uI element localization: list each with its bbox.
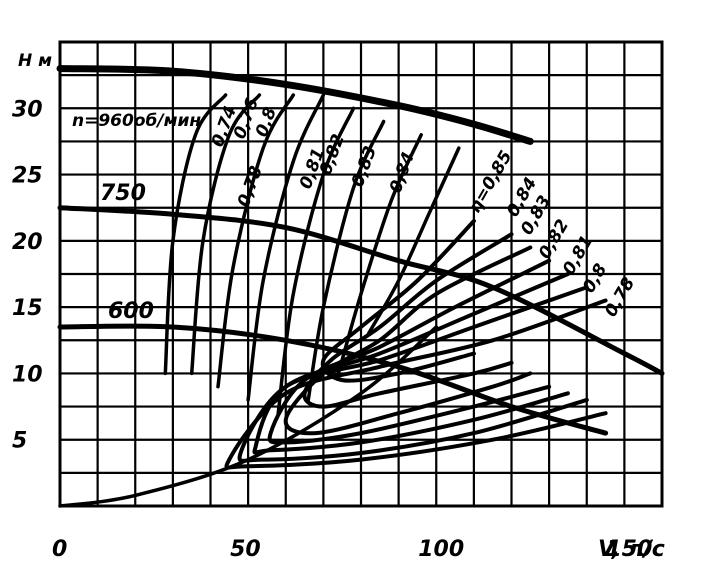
efficiency-curve-0,78 [224,298,608,470]
x-tick-label: 100 [418,537,464,562]
plot-frame [58,40,664,508]
efficiency-isoline-0,76 [189,93,262,376]
series-curves [56,65,665,508]
efficiency-isoline-0,81 [276,106,356,415]
series-label-750: 750 [100,181,146,206]
y-tick-label: 15 [12,296,43,321]
y-tick-label: 20 [12,230,43,255]
efficiency-isoline-0,83 [336,133,423,376]
efficiency-label-left-0,82: 0,82 [316,131,349,177]
efficiency-label-left-0,78: 0,78 [234,163,267,209]
series-line-600 [57,323,609,436]
efficiency-isoline-0,78 [216,93,296,389]
y-axis-label: Н м [18,51,52,71]
efficiency-label-right-0,8: 0,8 [579,260,611,296]
efficiency-curve-0,81 [252,272,570,455]
efficiency-curve-0,82 [267,258,552,445]
efficiency-label-left-0,83: 0,83 [348,143,381,189]
series-label-960: n=960об/мин [72,111,201,131]
efficiency-label-left-0,84: 0,84 [386,149,419,195]
x-tick-label: 50 [230,537,261,562]
series-line-n=960об/мин [56,65,534,145]
efficiency-isoline-0,84 [366,146,461,336]
efficiency-isoline-0,74 [163,93,228,376]
x-axis-label: V, л/с [598,537,665,562]
y-tick-label: 25 [12,164,43,189]
efficiency-curve-0,83 [283,245,533,436]
efficiency-isoline-0,82 [306,119,386,402]
y-tick-label: 10 [12,362,43,387]
efficiency-isoline-0,8 [246,93,326,402]
series-line-system [58,325,439,508]
efficiency-curve-0,8 [237,285,589,463]
efficiency-label-right-0,78: 0,78 [601,274,639,320]
x-tick-label: 150 [606,537,652,562]
series-line-750 [57,205,665,376]
x-tick-label: 0 [52,537,67,562]
series-label-600: 600 [108,299,154,324]
y-tick-label: 30 [12,97,43,122]
y-tick-label: 5 [12,429,27,454]
efficiency-curve-0,85 [320,219,476,383]
axes-frame [58,40,664,508]
